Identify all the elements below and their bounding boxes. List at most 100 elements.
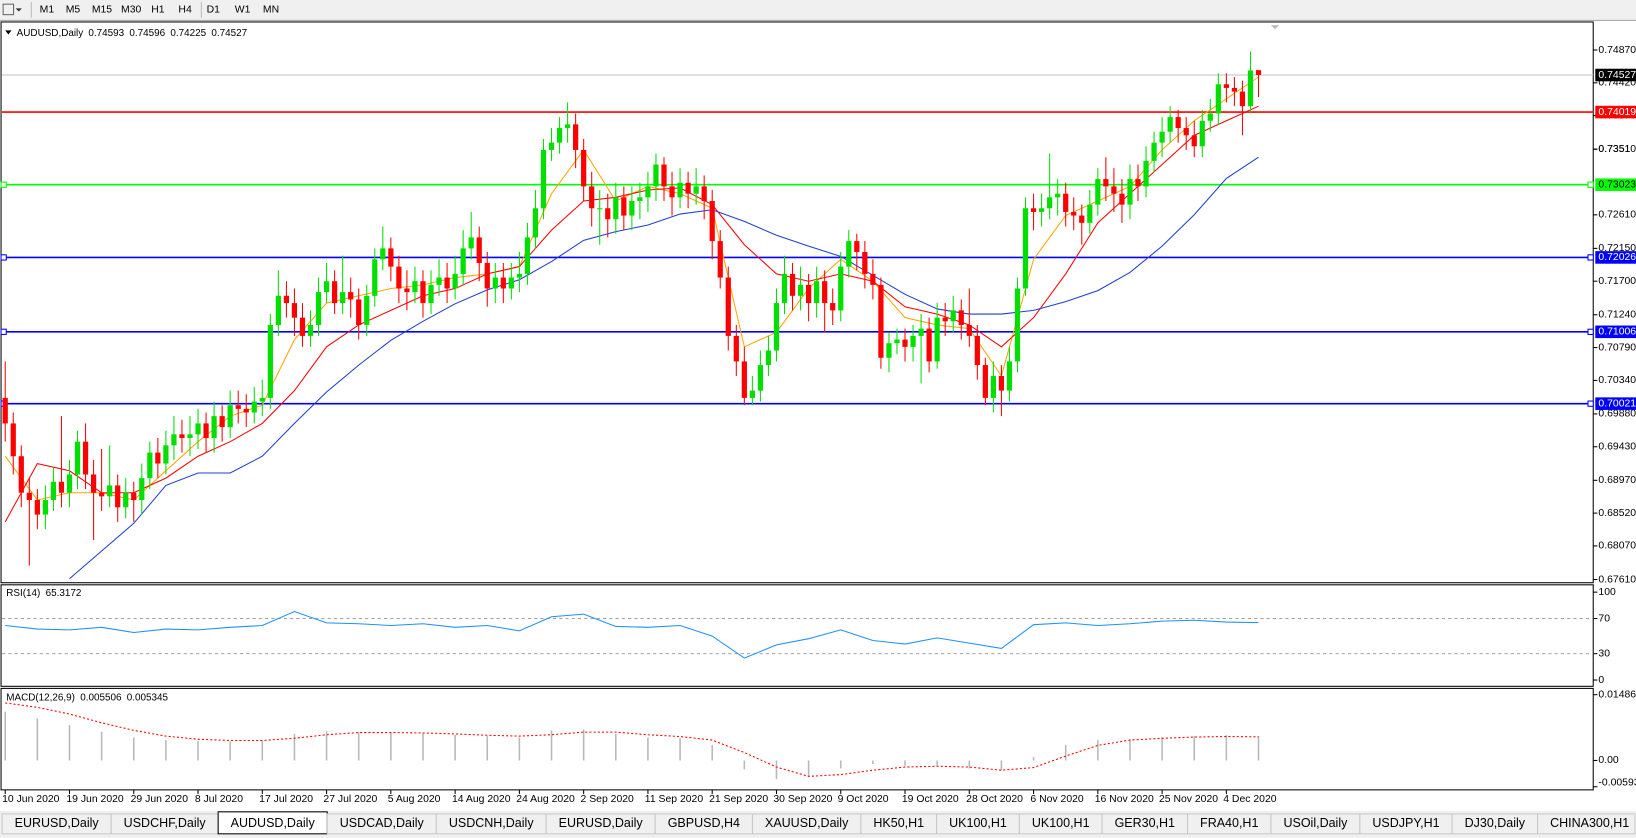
x-tick-label: 14 Aug 2020 [452, 794, 511, 805]
candle-body [26, 492, 32, 500]
rsi-tick-label: 0 [1598, 675, 1604, 686]
candle-body [115, 485, 121, 508]
timeframe-button[interactable]: M15 [92, 5, 112, 16]
candle-body [958, 310, 964, 325]
timeframe-button[interactable]: M1 [40, 5, 55, 16]
candle-body [524, 237, 531, 274]
candle-body [219, 416, 225, 428]
candle-body [331, 281, 338, 304]
timeframe-button[interactable]: H4 [178, 5, 192, 16]
candle-body [789, 273, 796, 296]
tab-label[interactable]: UK100,H1 [949, 816, 1007, 830]
rsi-tick-label: 70 [1598, 613, 1610, 624]
candle-body [838, 266, 844, 311]
rsi-tick-label: 100 [1598, 587, 1616, 598]
candle-body [854, 241, 860, 253]
candle-body [131, 492, 137, 500]
candle-body [540, 149, 547, 209]
tab-label[interactable]: HK50,H1 [873, 816, 924, 830]
x-tick-label: 30 Sep 2020 [773, 794, 832, 805]
candle-body [1183, 128, 1189, 136]
candle-body [90, 474, 97, 493]
candle-body [765, 350, 772, 366]
candle-body [380, 248, 386, 260]
toolbar [0, 0, 1636, 20]
candle-body [10, 423, 16, 457]
rsi-line [5, 610, 1259, 659]
tab-label[interactable]: USDCAD,Daily [340, 816, 425, 830]
candle-body [307, 324, 314, 336]
candle-body [1199, 120, 1205, 147]
candle-body [757, 365, 764, 391]
x-tick-label: 28 Oct 2020 [966, 794, 1023, 805]
timeframe-button[interactable]: W1 [235, 5, 251, 16]
tab-label[interactable]: GBPUSD,H4 [668, 816, 740, 830]
tab-label[interactable]: USDJPY,H1 [1372, 816, 1439, 830]
candle-body [1103, 179, 1109, 187]
tab-label[interactable]: CHINA300,H1 [1550, 816, 1629, 830]
tab-label[interactable]: USOil,Daily [1283, 816, 1348, 830]
toolbar-icon[interactable] [2, 3, 15, 16]
timeframe-button[interactable]: H1 [151, 5, 165, 16]
tab[interactable] [1537, 813, 1636, 835]
candle-body [926, 328, 932, 362]
header-text: 0.74527 [211, 28, 247, 39]
candle-body [894, 339, 900, 344]
candle-body [476, 237, 482, 263]
candle-body [701, 186, 707, 201]
candle-body [291, 303, 298, 318]
bid-label-box [1595, 68, 1636, 82]
tab-label[interactable]: USDCNH,Daily [449, 816, 534, 830]
candle-body [1087, 204, 1093, 223]
candle-body [974, 335, 980, 366]
tab-label[interactable]: XAUUSD,Daily [765, 816, 849, 830]
x-tick-label: 21 Sep 2020 [709, 794, 768, 805]
rsi-panel [0, 584, 1594, 687]
x-tick-label: 16 Nov 2020 [1095, 794, 1154, 805]
level-handle [1587, 400, 1594, 407]
tab-label[interactable]: USDCHF,Daily [124, 816, 207, 830]
candle-body [1215, 84, 1221, 114]
x-tick-label: 27 Jul 2020 [323, 794, 377, 805]
tab-label[interactable]: GER30,H1 [1115, 816, 1175, 830]
timeframe-button[interactable]: D1 [207, 5, 221, 16]
candle-body [878, 284, 884, 358]
candle-body [613, 197, 619, 220]
candle-body [500, 277, 506, 289]
candle-body [605, 208, 611, 220]
y-tick-label: 0.71240 [1598, 310, 1636, 321]
level-label-box [1595, 178, 1636, 191]
macd-label: MACD(12,26,9) [6, 692, 75, 703]
header-text: 0.74596 [129, 28, 165, 39]
candle-body [1239, 91, 1246, 107]
candle-body [830, 303, 836, 311]
tab-label[interactable]: EURUSD,Daily [15, 816, 100, 830]
candle-body [1047, 197, 1053, 209]
candle-body [203, 423, 209, 439]
x-tick-label: 8 Jul 2020 [195, 794, 243, 805]
candle-body [492, 277, 498, 289]
macd-label: 0.005506 [80, 692, 122, 703]
candle-body [990, 376, 996, 398]
timeframe-button[interactable]: M30 [121, 5, 141, 16]
timeframe-button[interactable]: MN [263, 5, 279, 16]
x-tick-label: 2 Sep 2020 [581, 794, 635, 805]
candle-body [34, 499, 40, 515]
candle-body [822, 281, 828, 304]
candle-body [1143, 160, 1149, 187]
candle-body [902, 339, 908, 347]
timeframe-button[interactable]: M5 [66, 5, 81, 16]
toolbar-dropdown[interactable] [15, 8, 22, 12]
tab-label[interactable]: DJ30,Daily [1465, 816, 1526, 830]
tab-label[interactable]: FRA40,H1 [1200, 816, 1258, 830]
candle-body [1207, 113, 1213, 121]
candle-body [773, 303, 780, 351]
candle-body [18, 456, 24, 493]
candle-body [1231, 87, 1238, 92]
candle-body [1119, 193, 1125, 205]
tab-label[interactable]: EURUSD,Daily [559, 816, 644, 830]
candle-body [1247, 70, 1254, 107]
tab-label[interactable]: UK100,H1 [1032, 816, 1090, 830]
tab-label[interactable]: AUDUSD,Daily [231, 816, 316, 830]
header-text: 0.74593 [88, 28, 124, 39]
